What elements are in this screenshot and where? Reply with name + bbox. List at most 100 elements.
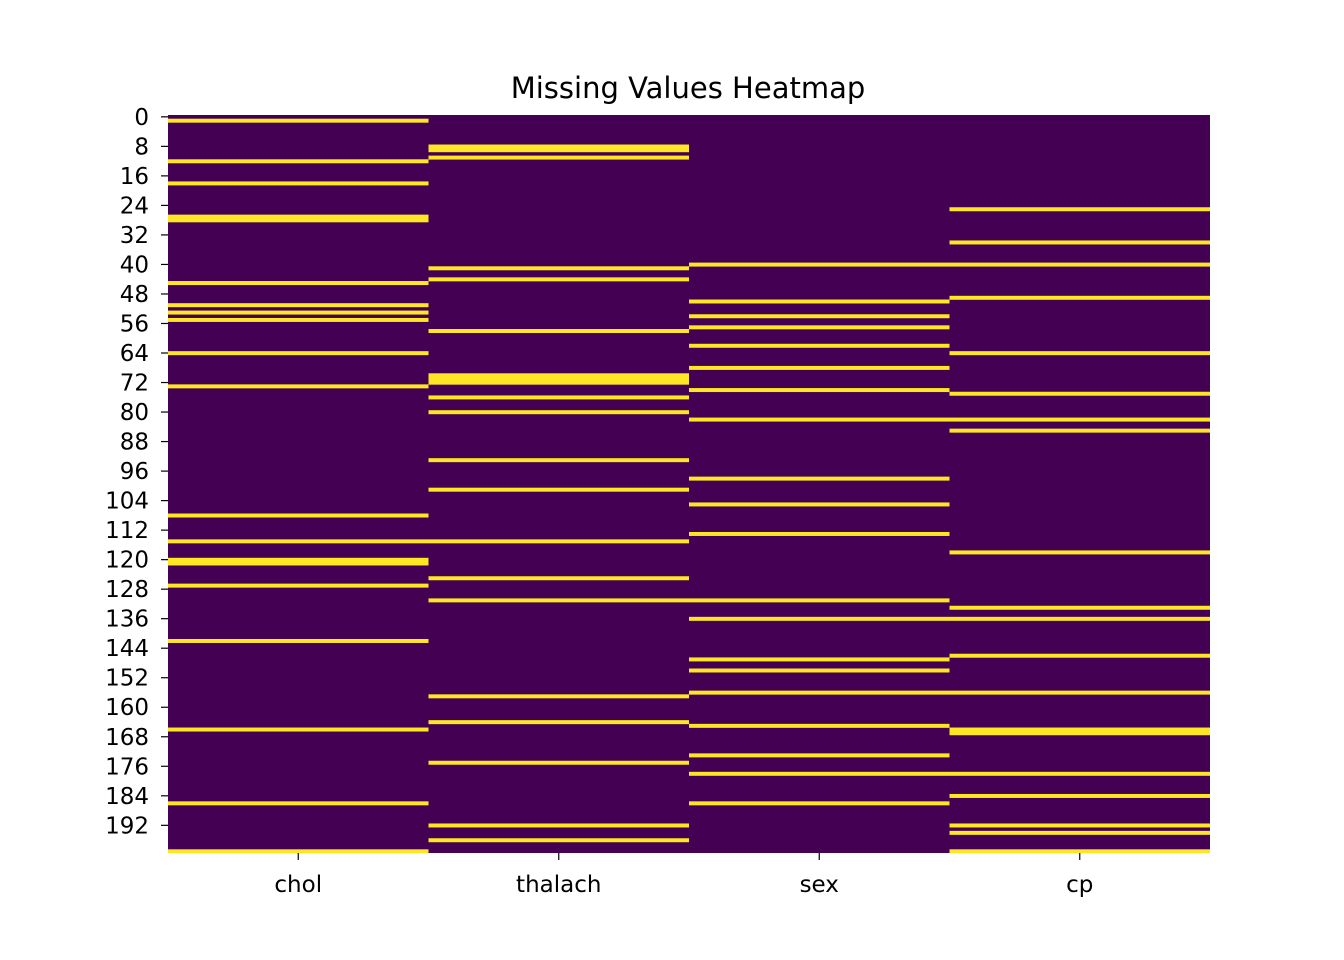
x-tick-label: thalach bbox=[516, 872, 601, 898]
x-axis: chol thalach sex cp bbox=[274, 853, 1093, 898]
plot-area bbox=[168, 115, 1210, 854]
chart-title: Missing Values Heatmap bbox=[511, 71, 866, 105]
y-tick-label: 144 bbox=[105, 636, 149, 662]
missing-cell-sex-186 bbox=[689, 801, 950, 806]
missing-cell-thalach-175 bbox=[428, 760, 689, 765]
missing-cell-thalach-93 bbox=[428, 458, 689, 463]
missing-cell-thalach-72 bbox=[428, 380, 689, 385]
missing-cell-chol-108 bbox=[168, 513, 429, 518]
missing-cell-sex-131 bbox=[689, 598, 950, 603]
missing-cell-sex-98 bbox=[689, 476, 950, 481]
missing-cell-thalach-115 bbox=[428, 539, 689, 544]
missing-cell-cp-192 bbox=[949, 823, 1210, 828]
missing-cell-cp-156 bbox=[949, 690, 1210, 695]
y-tick-label: 72 bbox=[120, 371, 149, 397]
missing-cell-cp-25 bbox=[949, 207, 1210, 212]
y-tick-label: 128 bbox=[105, 577, 149, 603]
missing-cell-thalach-9 bbox=[428, 148, 689, 153]
missing-cell-thalach-44 bbox=[428, 277, 689, 282]
missing-cell-chol-166 bbox=[168, 727, 429, 732]
missing-cell-chol-142 bbox=[168, 638, 429, 643]
missing-cell-sex-62 bbox=[689, 343, 950, 348]
missing-cell-chol-12 bbox=[168, 159, 429, 164]
y-tick-label: 184 bbox=[105, 784, 149, 810]
missing-cell-chol-186 bbox=[168, 801, 429, 806]
missing-cell-chol-27 bbox=[168, 214, 429, 219]
missing-cell-sex-150 bbox=[689, 668, 950, 673]
missing-cell-cp-184 bbox=[949, 793, 1210, 798]
missing-cell-thalach-41 bbox=[428, 266, 689, 271]
missing-cell-thalach-80 bbox=[428, 410, 689, 415]
missing-cell-cp-64 bbox=[949, 351, 1210, 356]
missing-cell-cp-199 bbox=[949, 849, 1210, 854]
missing-cell-sex-105 bbox=[689, 502, 950, 507]
missing-cell-cp-167 bbox=[949, 731, 1210, 736]
missing-cell-cp-85 bbox=[949, 428, 1210, 433]
missing-cell-cp-118 bbox=[949, 550, 1210, 555]
missing-cell-cp-75 bbox=[949, 391, 1210, 396]
y-tick-label: 80 bbox=[120, 400, 149, 426]
y-tick-label: 104 bbox=[105, 489, 149, 515]
heatmap-column-cp bbox=[949, 115, 1210, 853]
missing-cell-sex-50 bbox=[689, 299, 950, 304]
missing-cell-cp-133 bbox=[949, 605, 1210, 610]
missing-cell-thalach-58 bbox=[428, 329, 689, 334]
missing-cell-chol-120 bbox=[168, 557, 429, 562]
missing-cell-chol-1 bbox=[168, 118, 429, 123]
missing-cell-sex-136 bbox=[689, 616, 950, 621]
missing-cell-thalach-70 bbox=[428, 373, 689, 378]
x-tick-label: cp bbox=[1066, 872, 1093, 898]
missing-cell-sex-178 bbox=[689, 771, 950, 776]
y-tick-label: 48 bbox=[120, 282, 149, 308]
y-tick-label: 192 bbox=[105, 813, 149, 839]
y-tick-label: 16 bbox=[120, 164, 149, 190]
y-tick-label: 88 bbox=[120, 430, 149, 456]
y-tick-label: 176 bbox=[105, 754, 149, 780]
y-tick-label: 112 bbox=[105, 518, 149, 544]
missing-cell-chol-28 bbox=[168, 218, 429, 223]
y-axis: 0 8 16 24 32 40 48 56 64 72 80 88 96 104 112 120 128 136 1… bbox=[105, 105, 168, 839]
missing-cell-chol-45 bbox=[168, 281, 429, 286]
missing-cell-chol-53 bbox=[168, 310, 429, 315]
y-tick-label: 120 bbox=[105, 548, 149, 574]
heatmap-column-sex bbox=[689, 115, 950, 853]
missing-cell-thalach-8 bbox=[428, 144, 689, 149]
missing-cell-sex-156 bbox=[689, 690, 950, 695]
heatmap-column-chol bbox=[168, 115, 429, 853]
missing-cell-chol-121 bbox=[168, 561, 429, 566]
missing-cell-thalach-125 bbox=[428, 576, 689, 581]
missing-cell-chol-18 bbox=[168, 181, 429, 186]
y-tick-label: 136 bbox=[105, 607, 149, 633]
missing-cell-cp-82 bbox=[949, 417, 1210, 422]
missing-cell-sex-82 bbox=[689, 417, 950, 422]
y-tick-label: 32 bbox=[120, 223, 149, 249]
missing-cell-cp-194 bbox=[949, 830, 1210, 835]
missing-cell-cp-136 bbox=[949, 616, 1210, 621]
missing-cell-sex-113 bbox=[689, 531, 950, 536]
missing-cell-thalach-11 bbox=[428, 155, 689, 160]
missing-cell-cp-146 bbox=[949, 653, 1210, 658]
missing-cell-chol-64 bbox=[168, 351, 429, 356]
missing-cell-sex-165 bbox=[689, 723, 950, 728]
missing-cell-chol-115 bbox=[168, 539, 429, 544]
y-tick-label: 24 bbox=[120, 193, 149, 219]
x-tick-label: chol bbox=[274, 872, 322, 898]
missing-cell-sex-68 bbox=[689, 365, 950, 370]
missing-cell-sex-147 bbox=[689, 657, 950, 662]
y-tick-label: 96 bbox=[120, 459, 149, 485]
missing-cell-chol-199 bbox=[168, 849, 429, 854]
missing-cell-chol-55 bbox=[168, 317, 429, 322]
missing-cell-thalach-196 bbox=[428, 838, 689, 843]
missing-cell-cp-40 bbox=[949, 262, 1210, 267]
missing-cell-cp-34 bbox=[949, 240, 1210, 245]
missing-cell-sex-57 bbox=[689, 325, 950, 330]
missing-cell-thalach-101 bbox=[428, 487, 689, 492]
y-tick-label: 160 bbox=[105, 695, 149, 721]
missing-cell-thalach-76 bbox=[428, 395, 689, 400]
y-tick-label: 64 bbox=[120, 341, 149, 367]
missing-cell-sex-74 bbox=[689, 388, 950, 393]
missing-cell-thalach-164 bbox=[428, 720, 689, 725]
y-tick-label: 168 bbox=[105, 725, 149, 751]
missing-cell-chol-51 bbox=[168, 303, 429, 308]
